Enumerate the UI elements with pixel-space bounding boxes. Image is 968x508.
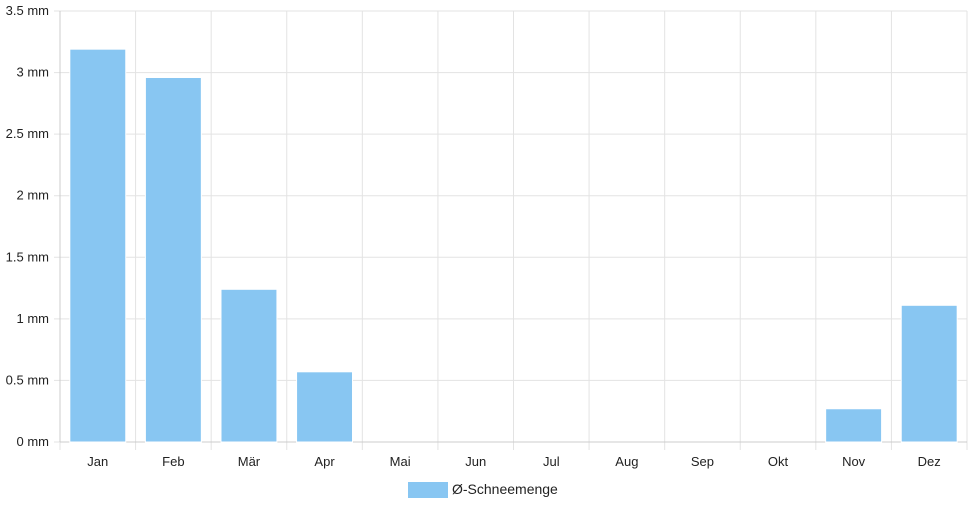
legend[interactable]: Ø-Schneemenge — [408, 481, 558, 498]
x-tick-label: Okt — [768, 454, 789, 469]
y-tick-label: 1 mm — [17, 311, 50, 326]
y-tick-label: 2.5 mm — [6, 126, 49, 141]
legend-label: Ø-Schneemenge — [452, 481, 558, 497]
x-axis-ticks: Jan Feb Mär Apr Mai Jun Jul Aug Sep Okt Nov Dez — [87, 454, 940, 469]
x-tick-label: Jan — [87, 454, 108, 469]
x-tick-label: Aug — [615, 454, 638, 469]
y-tick-label: 3.5 mm — [6, 3, 49, 18]
y-axis-ticks: 0 mm 0.5 mm 1 mm 1.5 mm 2 mm 2.5 mm 3 mm 3.5 mm — [6, 3, 49, 449]
y-tick-label: 2 mm — [17, 188, 50, 203]
bar-feb[interactable] — [144, 76, 202, 443]
bar-mär[interactable] — [220, 288, 278, 443]
x-tick-label: Feb — [162, 454, 184, 469]
legend-swatch — [408, 482, 448, 498]
y-tick-label: 1.5 mm — [6, 249, 49, 264]
y-tick-label: 0 mm — [17, 434, 50, 449]
bars — [69, 48, 958, 443]
y-tick-label: 3 mm — [17, 65, 50, 80]
y-tick-label: 0.5 mm — [6, 372, 49, 387]
x-tick-label: Nov — [842, 454, 866, 469]
x-tick-label: Dez — [918, 454, 941, 469]
bar-jan[interactable] — [69, 48, 127, 443]
x-tick-label: Sep — [691, 454, 714, 469]
x-tick-label: Apr — [314, 454, 335, 469]
x-tick-label: Mai — [390, 454, 411, 469]
x-tick-label: Jul — [543, 454, 560, 469]
x-tick-label: Mär — [238, 454, 261, 469]
bar-apr[interactable] — [296, 371, 354, 443]
bar-nov[interactable] — [825, 408, 883, 443]
bar-dez[interactable] — [900, 304, 958, 443]
grid — [54, 10, 968, 450]
x-tick-label: Jun — [465, 454, 486, 469]
